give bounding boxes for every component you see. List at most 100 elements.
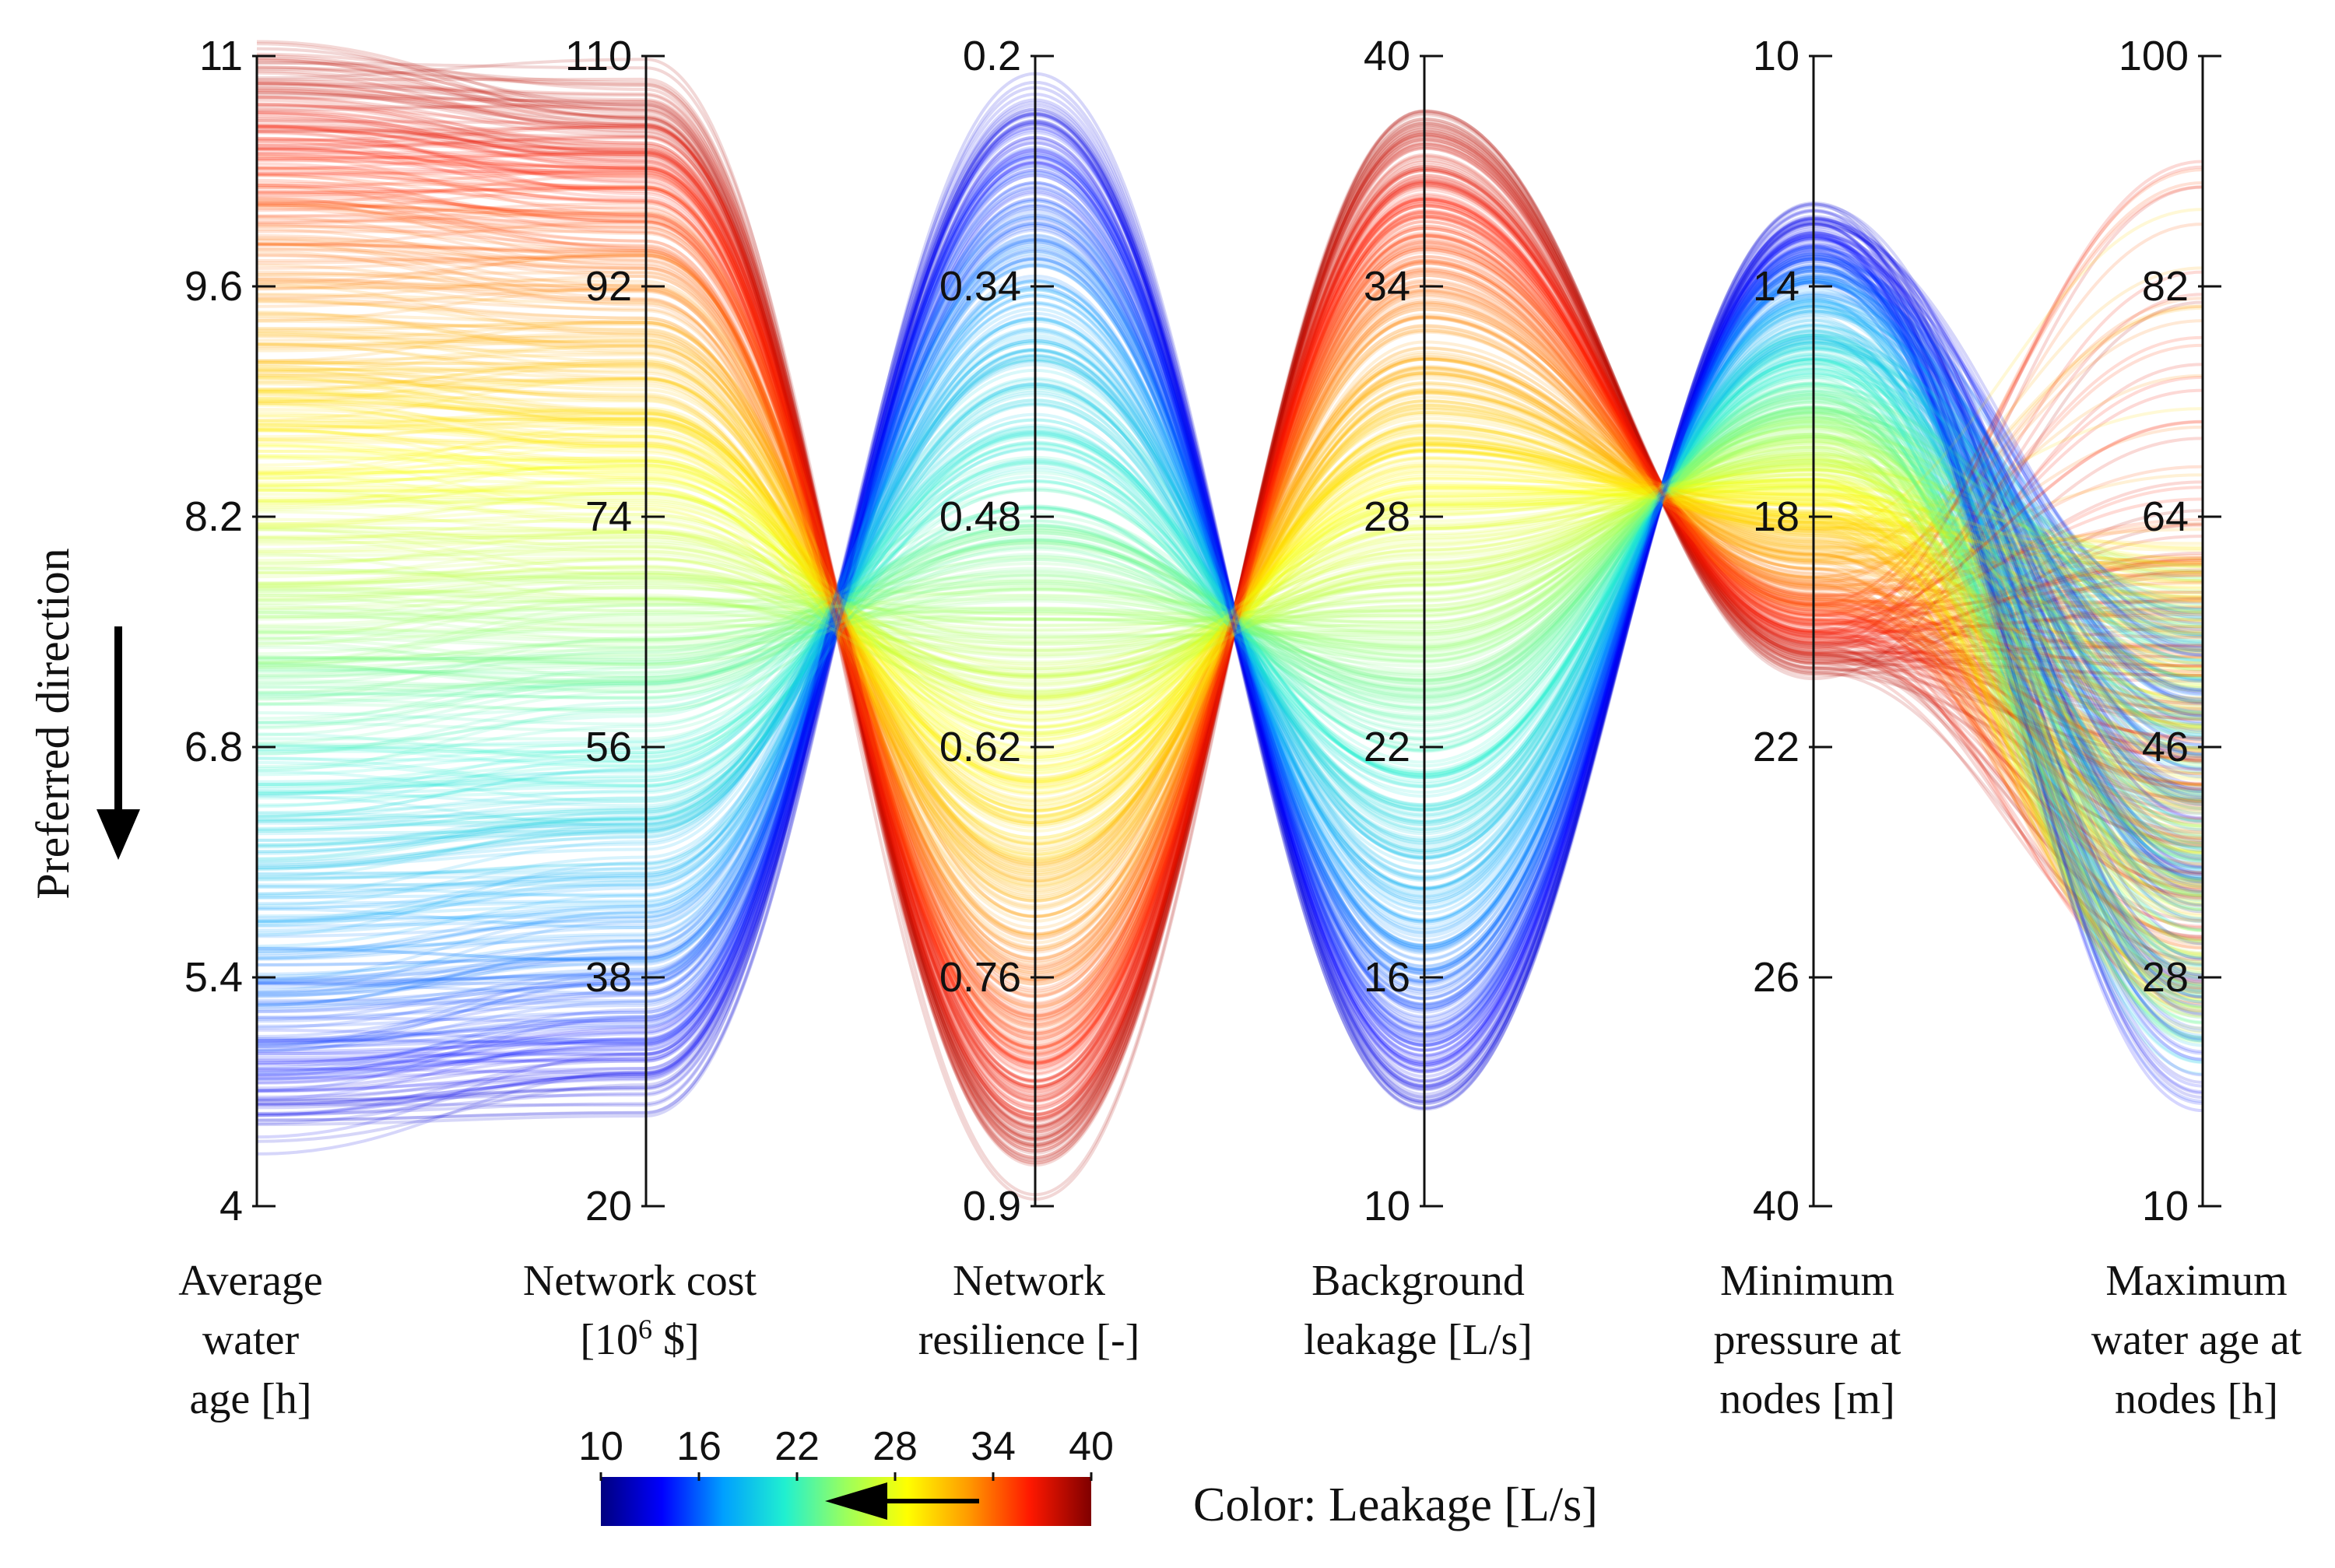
- solution-line: [256, 347, 2203, 1004]
- axis-tick-label: 110: [565, 33, 632, 79]
- colorbar-ticks: 10 16 22 28 34 40: [578, 1424, 1114, 1481]
- solution-line: [256, 113, 2203, 1096]
- solution-line: [256, 141, 2203, 1058]
- solution-line: [256, 425, 2203, 646]
- solution-line: [256, 458, 2203, 882]
- solution-line: [256, 283, 2203, 930]
- solution-line: [256, 439, 2203, 955]
- solution-line: [256, 310, 2203, 928]
- solution-line: [256, 345, 2203, 849]
- solution-line: [256, 329, 2203, 900]
- solution-line: [256, 153, 2203, 1064]
- axis-tick-label: 10: [1364, 1183, 1410, 1229]
- solution-line: [256, 464, 2203, 834]
- solution-line: [256, 296, 2203, 902]
- solution-line: [256, 107, 2203, 1121]
- colorbar-title: Color: Leakage [L/s]: [1193, 1479, 1598, 1531]
- solution-line: [256, 58, 2203, 1159]
- solution-line: [256, 445, 2203, 943]
- preferred-direction-indicator: Preferred direction: [27, 548, 140, 900]
- solution-line: [256, 418, 2203, 739]
- solution-line: [256, 274, 2203, 958]
- solution-line: [256, 419, 2203, 821]
- axis-title: Minimum pressure at nodes [m]: [1713, 1257, 1901, 1423]
- solution-line: [256, 100, 2203, 1125]
- solution-line: [256, 478, 2203, 722]
- solution-line: [256, 438, 2203, 956]
- axis-title: Maximum water age at nodes [h]: [2091, 1257, 2302, 1423]
- solution-line: [256, 335, 2203, 854]
- solution-line: [256, 473, 2203, 932]
- solution-line: [256, 444, 2203, 798]
- axis-tick-label: 64: [2142, 493, 2189, 540]
- solution-line: [256, 126, 2203, 1089]
- axis-tick-label: 0.62: [939, 724, 1021, 770]
- solution-line: [256, 61, 2203, 1155]
- solution-line: [256, 237, 2203, 981]
- solution-line: [256, 486, 2203, 903]
- solution-line: [256, 233, 2203, 980]
- solution-line: [256, 423, 2203, 784]
- solution-line: [256, 211, 2203, 1005]
- solution-line: [256, 432, 2203, 752]
- solution-line: [256, 110, 2203, 1106]
- solution-line: [256, 155, 2203, 1048]
- solution-line: [256, 318, 2203, 918]
- solution-line: [256, 154, 2203, 1036]
- solution-line: [256, 202, 2203, 1014]
- solution-line: [256, 273, 2203, 938]
- solution-line: [256, 213, 2203, 1021]
- axis-title-line: Minimum: [1720, 1257, 1894, 1305]
- solution-line: [256, 333, 2203, 882]
- solution-line: [256, 151, 2203, 1046]
- colorbar-tick-label: 16: [676, 1424, 722, 1469]
- solution-line: [256, 251, 2203, 961]
- solution-line: [256, 357, 2203, 997]
- solution-line: [256, 293, 2203, 940]
- solution-line: [256, 468, 2203, 729]
- colorbar-tick-label: 22: [774, 1424, 820, 1469]
- solution-line: [256, 185, 2203, 1081]
- solution-line: [256, 479, 2203, 860]
- solution-line: [256, 293, 2203, 924]
- solution-line: [256, 324, 2203, 844]
- solution-line: [256, 477, 2203, 707]
- solution-line: [256, 138, 2203, 1117]
- solution-line: [256, 458, 2203, 698]
- solution-line: [256, 244, 2203, 950]
- solution-line: [256, 342, 2203, 833]
- solution-line: [256, 148, 2203, 1065]
- solution-line: [256, 420, 2203, 850]
- solution-line: [256, 411, 2203, 907]
- solution-line: [256, 205, 2203, 1057]
- axis-title-line: Background: [1311, 1257, 1525, 1305]
- solution-line: [256, 357, 2203, 882]
- solution-line: [256, 423, 2203, 819]
- solution-line: [256, 445, 2203, 696]
- solution-line: [256, 485, 2203, 697]
- colorbar: Color: Leakage [L/s] 10 16 22 28 34 40: [578, 1424, 1598, 1531]
- solution-line: [256, 409, 2203, 769]
- axis-title: Average water age [h]: [178, 1257, 323, 1423]
- solution-line: [256, 444, 2203, 932]
- solution-line: [256, 187, 2203, 1064]
- solution-line: [256, 468, 2203, 855]
- solution-line: [256, 138, 2203, 1093]
- solution-line: [256, 61, 2203, 1147]
- solution-line: [256, 300, 2203, 945]
- solution-line: [256, 79, 2203, 1129]
- solution-line: [256, 153, 2203, 1045]
- solution-line: [256, 400, 2203, 676]
- solution-line: [256, 428, 2203, 897]
- solution-line: [256, 162, 2203, 1068]
- axis-title-line: Maximum: [2105, 1257, 2287, 1305]
- axis-title-line: Network: [953, 1257, 1105, 1305]
- solution-line: [256, 161, 2203, 1093]
- solution-line: [256, 438, 2203, 791]
- axis-tick-label: 20: [585, 1183, 632, 1229]
- solution-line: [256, 430, 2203, 788]
- solution-line: [256, 317, 2203, 938]
- solution-line: [256, 352, 2203, 793]
- solution-line: [256, 110, 2203, 1121]
- solution-line: [256, 424, 2203, 717]
